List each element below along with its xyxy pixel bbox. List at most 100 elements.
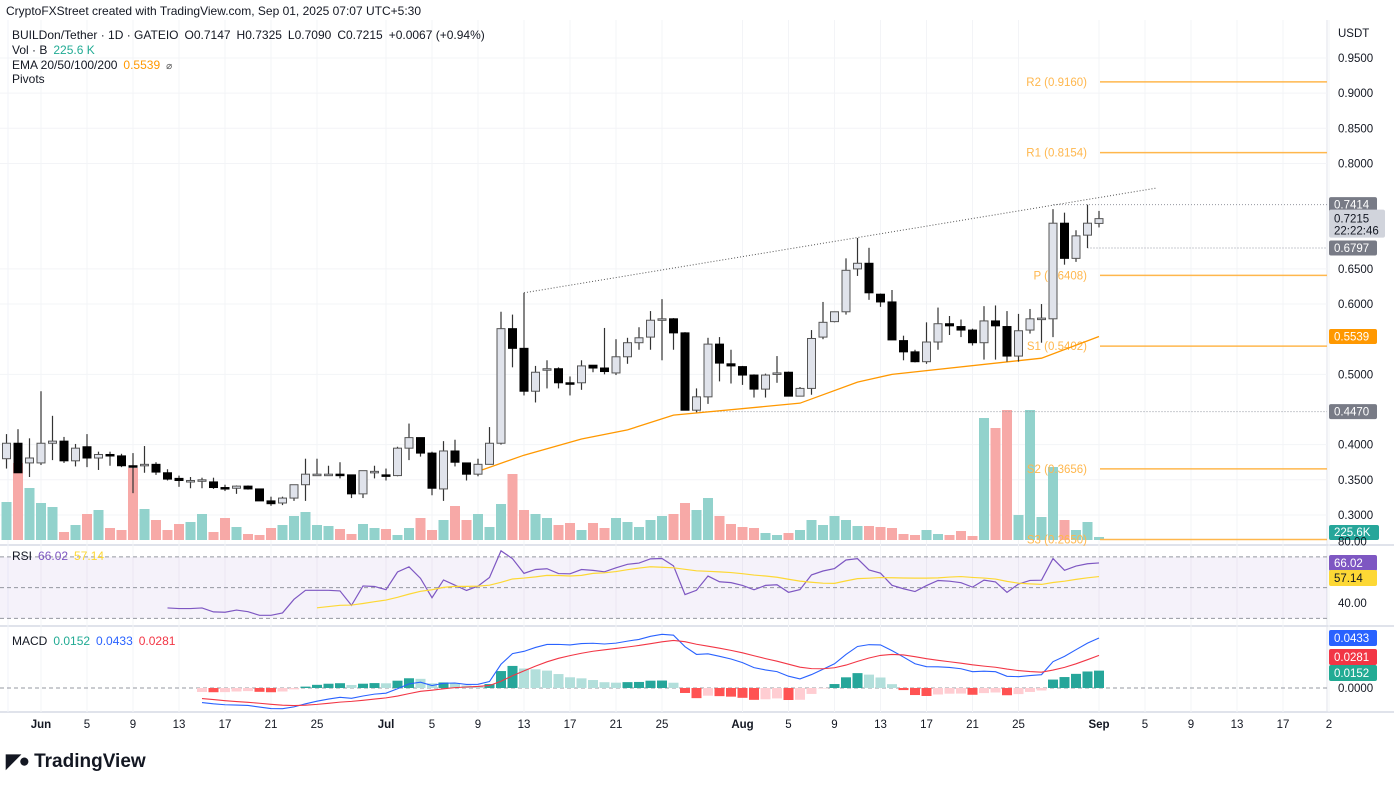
candle xyxy=(634,327,644,350)
last-price-badge: 0.7215 xyxy=(1334,214,1369,226)
candle-body xyxy=(59,440,69,462)
candle-body xyxy=(588,364,598,369)
volume-bar xyxy=(542,518,552,540)
tradingview-logo[interactable]: ◤● TradingView xyxy=(6,750,146,773)
volume-bar xyxy=(1013,515,1024,540)
currency-label[interactable]: USDT xyxy=(1338,28,1370,40)
macd-histogram-bar xyxy=(323,683,334,688)
eye-slash-icon[interactable]: ⌀ xyxy=(166,61,173,72)
volume-bar xyxy=(887,528,897,540)
volume-bar xyxy=(990,428,1001,540)
volume-bar xyxy=(645,520,656,540)
candle xyxy=(186,476,195,489)
candle xyxy=(784,371,793,397)
candle-body xyxy=(117,455,126,467)
candle xyxy=(13,429,23,474)
rsi-ma-badge-bg xyxy=(1329,570,1377,586)
volume-bar xyxy=(726,524,736,540)
candle-body xyxy=(657,318,667,321)
pivots-legend[interactable]: Pivots xyxy=(12,72,45,86)
candle xyxy=(600,327,609,375)
candle xyxy=(496,311,506,445)
date-tick-label: 5 xyxy=(84,719,90,731)
volume-bar xyxy=(369,528,380,540)
candle-body xyxy=(853,262,862,270)
symbol-name[interactable]: BUILDon/Tether · 1D · GATEIO xyxy=(12,28,179,42)
volume-bar xyxy=(852,526,863,540)
candle xyxy=(94,451,103,470)
volume-bar xyxy=(875,527,886,540)
candle-body xyxy=(945,323,954,327)
macd-histogram-bar xyxy=(795,688,805,700)
candle-body xyxy=(82,446,92,459)
ema-legend[interactable]: EMA 20/50/100/200 0.5539 ⌀ xyxy=(12,58,178,72)
macd-histogram-bar xyxy=(300,686,311,688)
candle xyxy=(462,462,471,481)
candle-body xyxy=(887,301,897,341)
macd-badge: 0.0433 xyxy=(1334,633,1369,645)
macd-hist-value: 0.0152 xyxy=(53,634,91,648)
volume-bar xyxy=(484,527,495,540)
candle xyxy=(554,367,563,389)
candle xyxy=(577,360,586,390)
candle-body xyxy=(577,365,586,384)
macd-histogram-bar xyxy=(277,688,288,692)
candle xyxy=(646,311,655,350)
candle xyxy=(59,436,69,463)
volume-bar xyxy=(864,526,874,540)
candle xyxy=(128,453,138,494)
candle xyxy=(358,470,368,499)
candle-body xyxy=(36,442,46,464)
volume-bar xyxy=(818,525,828,540)
macd-histogram-bar xyxy=(829,684,840,688)
candle-body xyxy=(508,328,517,349)
macd-histogram-bar xyxy=(346,684,357,688)
macd-histogram-bar xyxy=(1036,688,1047,691)
macd-legend[interactable]: MACD 0.0152 0.0433 0.0281 xyxy=(12,634,181,648)
candle-body xyxy=(922,341,931,363)
volume-bar xyxy=(312,525,322,540)
candle-body xyxy=(991,320,1000,327)
macd-signal-badge: 0.0281 xyxy=(1334,652,1369,664)
date-tick-label: 17 xyxy=(564,719,577,731)
volume-bar xyxy=(599,528,610,540)
volume-bar xyxy=(795,530,805,540)
rsi-legend[interactable]: RSI 66.02 57.14 xyxy=(12,549,110,563)
candle xyxy=(255,488,264,502)
volume-bar xyxy=(530,514,541,540)
volume-bar xyxy=(139,509,150,540)
date-tick-label: 13 xyxy=(173,719,186,731)
countdown-label: 22:22:46 xyxy=(1334,226,1379,238)
candle-body xyxy=(910,351,920,363)
volume-legend[interactable]: Vol · B 225.6 K xyxy=(12,43,101,57)
candle-body xyxy=(473,463,483,475)
tradingview-logo-text: TradingView xyxy=(34,751,146,772)
candle-body xyxy=(761,374,770,390)
macd-histogram-bar xyxy=(979,688,989,694)
macd-histogram-bar xyxy=(875,677,886,688)
volume-bar xyxy=(174,524,184,540)
date-tick-label: 13 xyxy=(518,719,531,731)
candle-body xyxy=(140,463,149,467)
volume-bar xyxy=(841,520,851,540)
candle-body xyxy=(71,447,80,462)
candle-body xyxy=(1083,222,1092,236)
candle xyxy=(347,474,356,499)
volume-bar xyxy=(450,506,460,540)
candle xyxy=(703,337,713,404)
macd-histogram-bar xyxy=(852,673,863,688)
macd-histogram-bar xyxy=(289,688,299,690)
volume-bar xyxy=(933,534,943,540)
volume-bar xyxy=(1002,410,1012,540)
symbol-legend: BUILDon/Tether · 1D · GATEIO O0.7147 H0.73… xyxy=(12,28,491,42)
candle xyxy=(738,365,747,385)
volume-bar xyxy=(381,529,391,540)
candle-body xyxy=(1025,318,1035,331)
volume-bar xyxy=(680,503,690,540)
date-tick-label: 9 xyxy=(1188,719,1194,731)
pivot-label: S2 (0.3656) xyxy=(1027,464,1087,476)
candle-body xyxy=(979,320,989,344)
macd-histogram-bar xyxy=(611,682,621,688)
volume-bar xyxy=(36,503,46,540)
